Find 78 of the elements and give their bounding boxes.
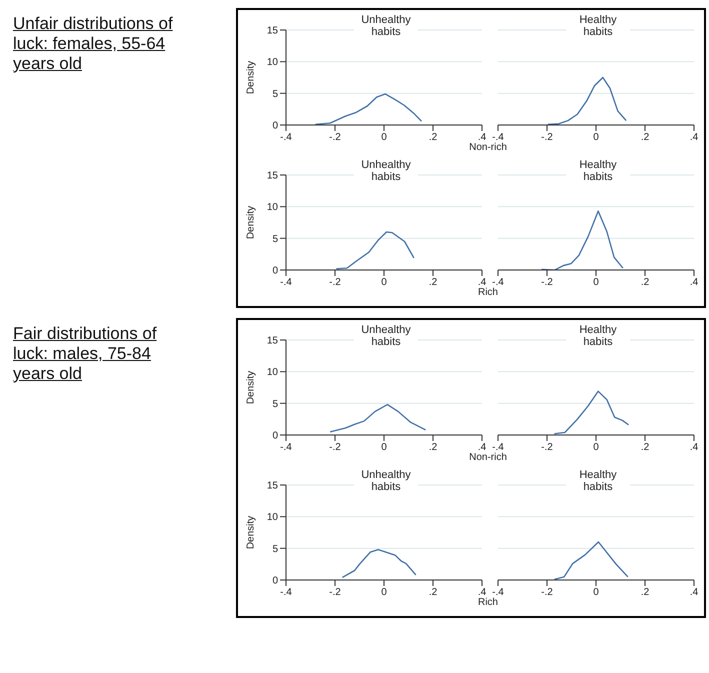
text: Fair distributions of luck: males, 75-84 years old [13,324,158,384]
x-tick-label: -.4 [492,442,504,454]
x-tick-label: 0 [381,132,388,144]
x-tick-label: -.2 [329,277,342,288]
x-tick-label: .4 [478,442,487,454]
x-tick-label: .4 [478,132,487,144]
chart-title: Healthy habits [566,14,630,38]
x-tick-label: 0 [381,587,388,598]
y-axis-title: Density [246,60,257,94]
x-tick-label: 0 [593,587,600,598]
y-tick-label: 15 [266,170,278,182]
y-tick-label: 0 [272,266,278,277]
x-tick-label: .2 [640,132,650,144]
x-tick-label: .2 [428,132,438,144]
chart-title: Unhealthy habits [354,159,418,183]
y-tick-label: 0 [272,120,278,132]
y-tick-label: 15 [266,480,278,492]
chart-title: Healthy habits [566,159,630,183]
chart-title: Unhealthy habits [354,14,418,38]
x-axis-title: Rich [478,287,498,298]
x-tick-label: -.2 [541,587,554,598]
x-tick-label: -.2 [541,132,554,144]
x-tick-label: -.2 [329,132,342,144]
line-series [314,93,422,125]
y-tick-label: 10 [266,202,278,214]
chart-title: Healthy habits [566,469,630,493]
y-tick-label: 5 [272,88,278,100]
y-axis-title: Density [246,206,257,240]
x-tick-label: .2 [640,442,650,454]
x-tick-label: -.4 [492,587,504,598]
x-tick-label: 0 [593,132,600,144]
x-tick-label: .2 [428,277,438,288]
x-tick-label: -.2 [329,587,342,598]
chart-title: Healthy habits [566,324,630,348]
chart-title: Unhealthy habits [354,324,418,348]
x-tick-label: -.4 [280,277,292,288]
line-series [336,231,415,270]
x-tick-label: -.4 [280,442,292,454]
x-tick-label: 0 [381,442,388,454]
x-tick-label: .4 [478,277,487,288]
x-tick-label: -.4 [492,132,504,144]
y-axis-title: Density [246,370,257,404]
y-tick-label: 15 [266,26,278,37]
x-tick-label: .2 [640,277,650,288]
x-tick-label: .2 [428,442,438,454]
x-tick-label: .4 [690,587,699,598]
x-tick-label: -.4 [492,277,504,288]
x-tick-label: -.2 [541,277,554,288]
x-tick-label: .2 [640,587,650,598]
y-tick-label: 0 [272,576,278,587]
x-tick-label: -.4 [280,132,292,144]
x-tick-label: -.2 [541,442,554,454]
x-axis-title: Rich [478,597,498,608]
line-series [329,404,426,432]
x-tick-label: .2 [428,587,438,598]
y-tick-label: 10 [266,367,278,378]
x-tick-label: .4 [690,442,699,454]
x-tick-label: 0 [593,277,600,288]
y-tick-label: 0 [272,430,278,442]
x-tick-label: .4 [690,132,699,144]
x-tick-label: .4 [478,587,487,598]
y-tick-label: 15 [266,336,278,347]
y-axis-title: Density [246,516,257,550]
y-tick-label: 10 [266,57,278,68]
y-tick-label: 10 [266,512,278,524]
x-tick-label: .4 [690,277,699,288]
x-tick-label: -.4 [280,587,292,598]
y-tick-label: 5 [272,544,278,555]
line-series [342,548,416,578]
y-tick-label: 5 [272,234,278,245]
x-axis-title: Non-rich [469,452,507,463]
text: Unfair distributions of luck: females, 55-64 years old [13,14,174,74]
x-tick-label: 0 [381,277,388,288]
x-tick-label: -.2 [329,442,342,454]
x-axis-title: Non-rich [469,142,507,153]
y-tick-label: 5 [272,398,278,410]
chart-title: Unhealthy habits [354,469,418,493]
x-tick-label: 0 [593,442,600,454]
